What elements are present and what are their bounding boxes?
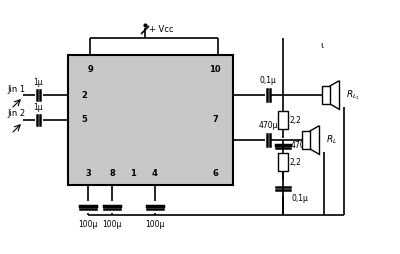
Text: 0,1μ: 0,1μ [291, 194, 308, 203]
Text: 100μ: 100μ [102, 220, 122, 229]
Text: ι: ι [320, 41, 324, 50]
Text: $R_L$: $R_L$ [326, 134, 338, 146]
Bar [278, 111, 288, 129]
Text: 2,2: 2,2 [290, 157, 302, 167]
Bar [322, 86, 330, 104]
Text: 470μ: 470μ [258, 121, 278, 130]
Text: 10: 10 [209, 65, 221, 73]
Text: 1: 1 [130, 168, 136, 178]
Text: 3: 3 [85, 168, 91, 178]
Text: 470μ: 470μ [291, 141, 310, 151]
Text: 0,1μ: 0,1μ [260, 76, 276, 85]
Text: 100μ: 100μ [78, 220, 98, 229]
Bar [68, 55, 233, 185]
Text: 1μ: 1μ [33, 78, 43, 87]
Text: Jin 2: Jin 2 [7, 109, 25, 119]
Text: 2,2: 2,2 [290, 116, 302, 124]
Bar [302, 131, 310, 149]
Text: 2: 2 [81, 90, 87, 100]
Text: 6: 6 [212, 168, 218, 178]
Text: 5: 5 [81, 116, 87, 124]
Text: 9: 9 [87, 65, 93, 73]
Text: Jin 1: Jin 1 [7, 85, 25, 93]
Text: 4: 4 [152, 168, 158, 178]
Text: $R_{L_1}$: $R_{L_1}$ [346, 88, 360, 102]
Text: 7: 7 [212, 116, 218, 124]
Text: + Vcc: + Vcc [149, 25, 174, 35]
Text: 100μ: 100μ [145, 220, 165, 229]
Text: 1μ: 1μ [33, 103, 43, 112]
Text: 8: 8 [109, 168, 115, 178]
Bar [278, 153, 288, 171]
